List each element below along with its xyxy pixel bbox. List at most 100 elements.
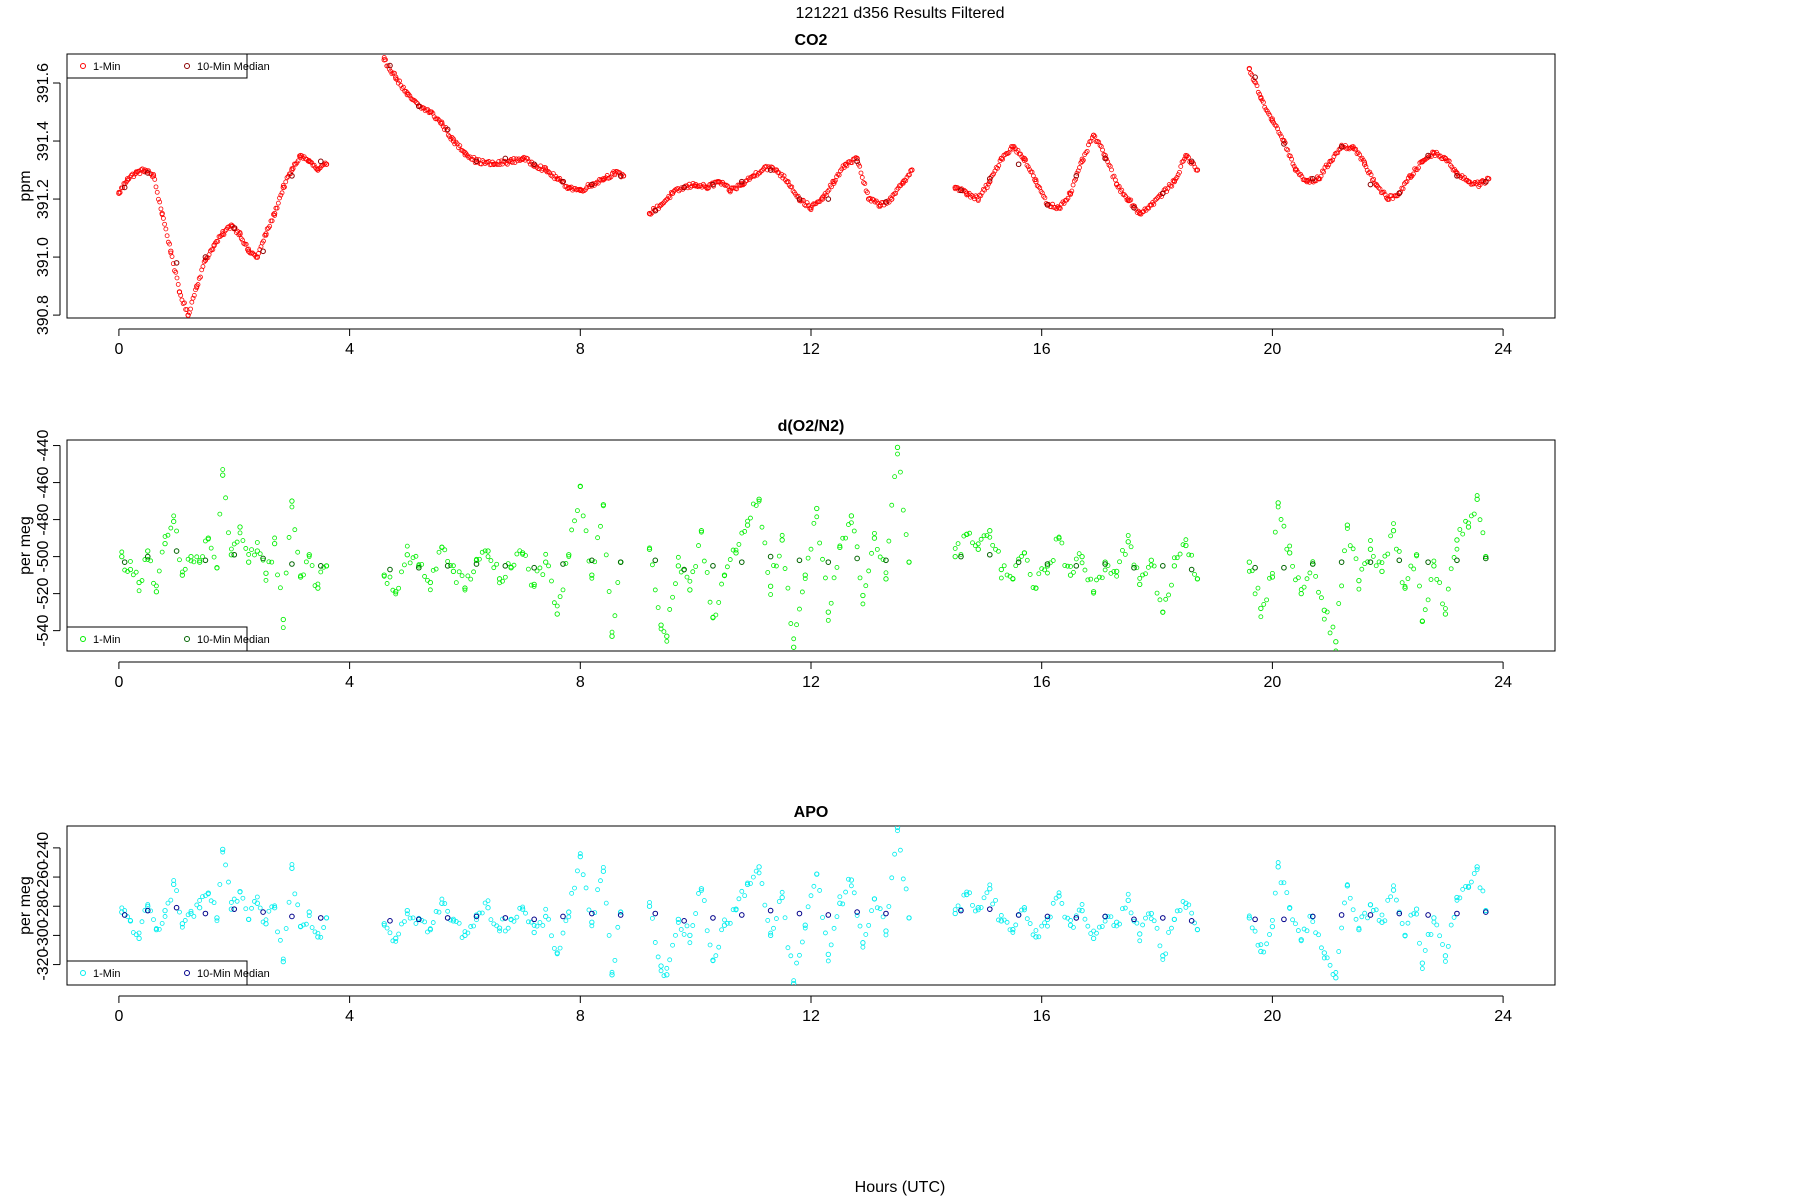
point-1min bbox=[430, 567, 436, 573]
point-1min bbox=[1317, 176, 1323, 182]
point-1min bbox=[722, 573, 727, 579]
point-1min bbox=[970, 902, 975, 908]
point-1min bbox=[993, 546, 998, 552]
point-1min bbox=[1030, 173, 1036, 179]
point-1min bbox=[1111, 923, 1117, 928]
point-1min bbox=[1290, 917, 1295, 923]
point-1min bbox=[1333, 648, 1339, 651]
point-1min bbox=[807, 206, 813, 211]
point-1min bbox=[1370, 908, 1376, 913]
point-1min bbox=[848, 520, 854, 526]
point-1min bbox=[670, 942, 675, 948]
point-1min bbox=[1189, 552, 1195, 558]
point-1min bbox=[162, 907, 168, 914]
point-1min bbox=[448, 563, 453, 568]
point-1min bbox=[1076, 907, 1082, 913]
point-1min bbox=[1021, 550, 1027, 556]
point-10min-median bbox=[883, 910, 889, 917]
point-1min bbox=[1148, 202, 1154, 208]
point-1min bbox=[1468, 513, 1474, 519]
point-1min bbox=[978, 536, 984, 542]
point-1min bbox=[1102, 567, 1108, 573]
point-1min bbox=[609, 633, 615, 639]
point-1min bbox=[972, 543, 978, 549]
point-1min bbox=[1373, 907, 1379, 913]
point-1min bbox=[523, 910, 528, 916]
point-1min bbox=[1400, 186, 1406, 192]
point-1min bbox=[854, 156, 860, 162]
point-1min bbox=[324, 915, 329, 921]
point-1min bbox=[531, 584, 537, 589]
point-1min bbox=[716, 600, 722, 605]
point-1min bbox=[854, 544, 860, 550]
point-1min bbox=[451, 563, 456, 569]
point-1min bbox=[1442, 953, 1449, 959]
point-1min bbox=[1359, 566, 1365, 572]
point-1min bbox=[1145, 564, 1151, 570]
point-1min bbox=[1339, 925, 1345, 931]
point-1min bbox=[696, 543, 701, 548]
legend-symbol-1min bbox=[80, 63, 86, 69]
point-1min bbox=[1402, 933, 1408, 939]
point-1min bbox=[130, 171, 135, 177]
point-1min bbox=[1295, 928, 1301, 933]
point-1min bbox=[1275, 860, 1281, 865]
point-1min bbox=[182, 918, 188, 923]
x-tick-label: 4 bbox=[345, 341, 354, 358]
point-1min bbox=[781, 173, 787, 179]
point-1min bbox=[554, 951, 560, 957]
point-1min bbox=[1062, 563, 1068, 568]
point-10min-median bbox=[825, 559, 832, 565]
point-1min bbox=[1085, 923, 1091, 929]
point-1min bbox=[804, 200, 810, 206]
point-1min bbox=[1344, 883, 1351, 889]
point-1min bbox=[436, 549, 442, 555]
point-1min bbox=[978, 193, 984, 199]
point-1min bbox=[190, 295, 196, 301]
point-1min bbox=[482, 548, 488, 554]
point-1min bbox=[1088, 576, 1094, 582]
points-layer bbox=[119, 444, 1489, 651]
point-10min-median bbox=[1281, 564, 1287, 571]
point-1min bbox=[767, 583, 774, 589]
point-1min bbox=[456, 920, 462, 926]
point-1min bbox=[894, 187, 900, 193]
point-1min bbox=[814, 871, 820, 877]
point-1min bbox=[1141, 209, 1146, 214]
point-1min bbox=[864, 190, 870, 195]
point-1min bbox=[982, 187, 988, 193]
legend-label-1min: 1-Min bbox=[93, 968, 121, 980]
point-1min bbox=[681, 931, 687, 937]
point-1min bbox=[1443, 606, 1448, 611]
point-1min bbox=[1390, 528, 1397, 534]
point-1min bbox=[837, 544, 843, 551]
point-1min bbox=[970, 540, 975, 546]
point-1min bbox=[790, 188, 796, 194]
point-1min bbox=[667, 957, 673, 963]
point-1min bbox=[857, 923, 863, 929]
point-1min bbox=[1036, 184, 1041, 189]
point-1min bbox=[1428, 932, 1434, 937]
point-1min bbox=[465, 930, 471, 936]
point-1min bbox=[195, 282, 201, 287]
point-1min bbox=[1102, 918, 1108, 924]
point-1min bbox=[1261, 601, 1267, 607]
point-1min bbox=[1105, 563, 1111, 568]
point-1min bbox=[1160, 609, 1166, 615]
point-1min bbox=[203, 258, 208, 263]
point-1min bbox=[401, 919, 407, 925]
point-1min bbox=[1002, 152, 1008, 158]
point-1min bbox=[1258, 942, 1264, 948]
point-1min bbox=[860, 944, 866, 950]
point-1min bbox=[237, 524, 243, 530]
point-1min bbox=[1445, 586, 1451, 592]
point-1min bbox=[188, 908, 194, 914]
point-10min-median bbox=[1131, 564, 1137, 571]
point-1min bbox=[779, 532, 785, 538]
point-10min-median bbox=[502, 563, 509, 569]
point-10min-median bbox=[317, 158, 324, 165]
point-1min bbox=[1071, 925, 1076, 930]
point-1min bbox=[171, 878, 177, 883]
point-1min bbox=[701, 898, 707, 903]
point-1min bbox=[153, 583, 159, 589]
